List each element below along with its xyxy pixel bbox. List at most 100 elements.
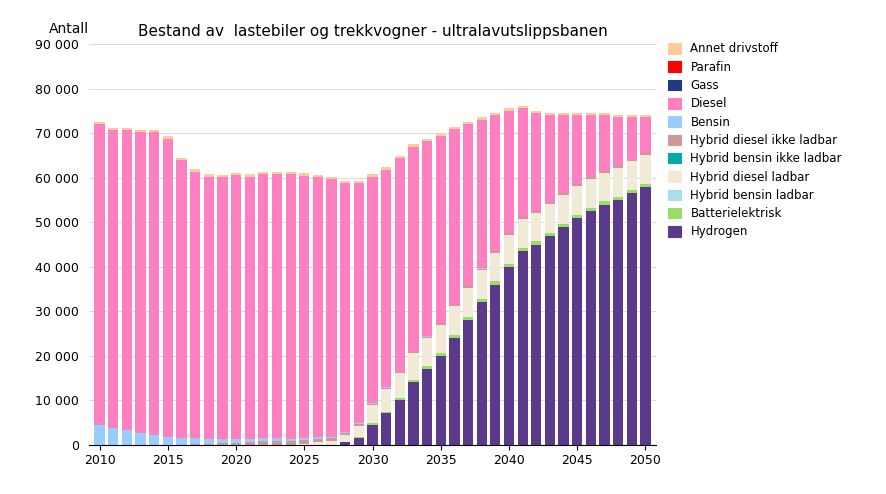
Bar [490, 285, 500, 445]
Bar [258, 438, 268, 441]
Bar [571, 113, 582, 115]
Bar [462, 122, 472, 124]
Bar [367, 174, 377, 176]
Bar [204, 176, 214, 439]
Bar [558, 115, 568, 193]
Bar [435, 134, 446, 136]
Bar [599, 172, 609, 202]
Bar [381, 388, 391, 389]
Bar [339, 432, 350, 433]
Bar [381, 169, 391, 387]
Bar [121, 430, 132, 445]
Bar [217, 439, 228, 443]
Bar [394, 371, 405, 373]
Bar [204, 439, 214, 444]
Bar [354, 437, 363, 438]
Bar [585, 177, 595, 179]
Bar [435, 136, 446, 323]
Bar [490, 282, 500, 285]
Bar [462, 320, 472, 445]
Bar [503, 235, 514, 264]
Bar [149, 132, 159, 435]
Bar [585, 211, 595, 445]
Bar [339, 183, 350, 432]
Bar [531, 111, 540, 113]
Bar [367, 423, 377, 425]
Bar [585, 208, 595, 211]
Bar [354, 424, 363, 426]
Bar [422, 366, 431, 369]
Bar [490, 252, 500, 282]
Bar [422, 369, 431, 445]
Bar [313, 439, 323, 443]
Bar [204, 174, 214, 176]
Bar [612, 115, 623, 118]
Bar [354, 426, 363, 437]
Bar [544, 113, 555, 115]
Bar [544, 202, 555, 204]
Bar [435, 325, 446, 353]
Bar [462, 288, 472, 317]
Bar [544, 115, 555, 202]
Bar [326, 437, 337, 438]
Bar [354, 183, 363, 423]
Bar [381, 389, 391, 412]
Bar [640, 155, 649, 184]
Bar [339, 435, 350, 442]
Bar [326, 438, 337, 441]
Bar [626, 190, 636, 194]
Bar [612, 197, 623, 200]
Bar [476, 118, 486, 120]
Bar [299, 173, 309, 176]
Bar [422, 139, 431, 141]
Bar [476, 302, 486, 445]
Bar [326, 177, 337, 179]
Bar [517, 219, 527, 248]
Bar [230, 439, 241, 443]
Bar [449, 338, 459, 445]
Bar [490, 115, 500, 251]
Bar [544, 233, 555, 236]
Bar [626, 162, 636, 190]
Bar [95, 123, 105, 124]
Bar [245, 176, 254, 439]
Bar [230, 172, 241, 175]
Bar [136, 132, 145, 433]
Bar [626, 115, 636, 118]
Bar [531, 212, 540, 242]
Bar [285, 174, 295, 439]
Bar [367, 176, 377, 403]
Bar [326, 441, 337, 445]
Title: Bestand av  lastebiler og trekkvogner - ultralavutslippsbanen: Bestand av lastebiler og trekkvogner - u… [137, 24, 607, 39]
Bar [476, 270, 486, 299]
Bar [626, 118, 636, 160]
Bar [162, 139, 173, 437]
Bar [490, 251, 500, 252]
Bar [136, 130, 145, 132]
Bar [313, 175, 323, 177]
Bar [503, 111, 514, 233]
Bar [299, 444, 309, 445]
Bar [381, 167, 391, 169]
Bar [176, 158, 186, 160]
Bar [272, 441, 282, 445]
Bar [571, 186, 582, 215]
Bar [354, 438, 363, 445]
Bar [612, 200, 623, 445]
Bar [640, 153, 649, 155]
Bar [517, 248, 527, 251]
Bar [217, 443, 228, 445]
Bar [230, 175, 241, 439]
Bar [422, 338, 431, 366]
Bar [585, 113, 595, 115]
Bar [531, 211, 540, 212]
Bar [162, 136, 173, 139]
Bar [612, 168, 623, 197]
Bar [121, 130, 132, 430]
Bar [490, 113, 500, 115]
Bar [339, 181, 350, 183]
Bar [503, 109, 514, 111]
Bar [558, 193, 568, 195]
Bar [449, 304, 459, 306]
Bar [503, 233, 514, 235]
